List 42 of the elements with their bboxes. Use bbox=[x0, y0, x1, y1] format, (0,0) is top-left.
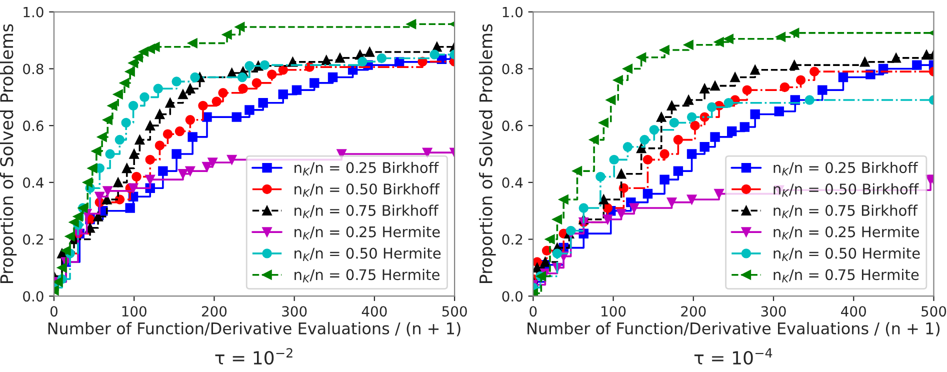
legend-label: n$_{K}$/n = 0.50 Birkhoff bbox=[774, 183, 919, 197]
y-tick-label: 0.2 bbox=[502, 234, 522, 245]
text: τ = 10$^{−4}$ bbox=[694, 348, 772, 365]
x-tick-label: 0 bbox=[530, 306, 537, 317]
y-tick-label: 1.0 bbox=[24, 6, 44, 18]
x-tick-label: 500 bbox=[922, 306, 946, 317]
y-axis-title: Proportion of Solved Problems bbox=[478, 24, 496, 283]
x-tick-label: 300 bbox=[282, 306, 307, 317]
x-tick-label: 400 bbox=[362, 306, 387, 317]
x-tick-label: 400 bbox=[841, 306, 866, 317]
x-tick-label: 100 bbox=[122, 306, 146, 317]
y-tick-label: 0.0 bbox=[502, 291, 523, 302]
legend-label: n$_{K}$/n = 0.50 Hermite bbox=[774, 247, 920, 261]
x-tick-label: 300 bbox=[761, 306, 786, 317]
x-axis-title: Number of Function/Derivative Evaluations / (n + 1) bbox=[528, 322, 940, 336]
x-tick-label: 200 bbox=[681, 306, 706, 317]
legend-label: n$_{K}$/n = 0.25 Birkhoff bbox=[774, 162, 918, 176]
legend-label: n$_{K}$/n = 0.75 Birkhoff bbox=[774, 204, 918, 218]
y-axis-title: Proportion of Solved Problems bbox=[0, 24, 17, 283]
x-tick-label: 100 bbox=[602, 306, 626, 317]
legend-label: n$_{K}$/n = 0.25 Hermite bbox=[774, 226, 919, 240]
y-tick-label: 0.8 bbox=[502, 64, 522, 74]
legend-label: n$_{K}$/n = 0.75 Hermite bbox=[294, 268, 440, 282]
y-tick-label: 0.6 bbox=[502, 120, 523, 132]
legend-label: n$_{K}$/n = 0.25 Hermite bbox=[294, 226, 440, 240]
y-tick-label: 0.8 bbox=[23, 64, 44, 74]
y-tick-label: 1.0 bbox=[502, 6, 523, 18]
x-tick-label: 0 bbox=[50, 306, 58, 317]
y-tick-label: 0.6 bbox=[23, 120, 44, 132]
legend-label: n$_{K}$/n = 0.50 Hermite bbox=[294, 247, 441, 261]
legend-label: n$_{K}$/n = 0.50 Birkhoff bbox=[294, 183, 440, 197]
y-tick-label: 0.4 bbox=[502, 177, 523, 188]
y-tick-label: 0.0 bbox=[23, 291, 44, 302]
legend-label: n$_{K}$/n = 0.75 Birkhoff bbox=[294, 204, 439, 218]
y-tick-label: 0.2 bbox=[23, 234, 43, 245]
x-axis-title: Number of Function/Derivative Evaluations / (n + 1) bbox=[48, 322, 460, 336]
x-tick-label: 200 bbox=[202, 306, 227, 317]
text: τ = 10$^{−2}$ bbox=[215, 348, 292, 365]
legend-label: n$_{K}$/n = 0.25 Birkhoff bbox=[294, 162, 439, 176]
x-tick-label: 500 bbox=[442, 306, 467, 317]
legend-label: n$_{K}$/n = 0.75 Hermite bbox=[774, 268, 919, 282]
y-tick-label: 0.4 bbox=[23, 177, 44, 188]
